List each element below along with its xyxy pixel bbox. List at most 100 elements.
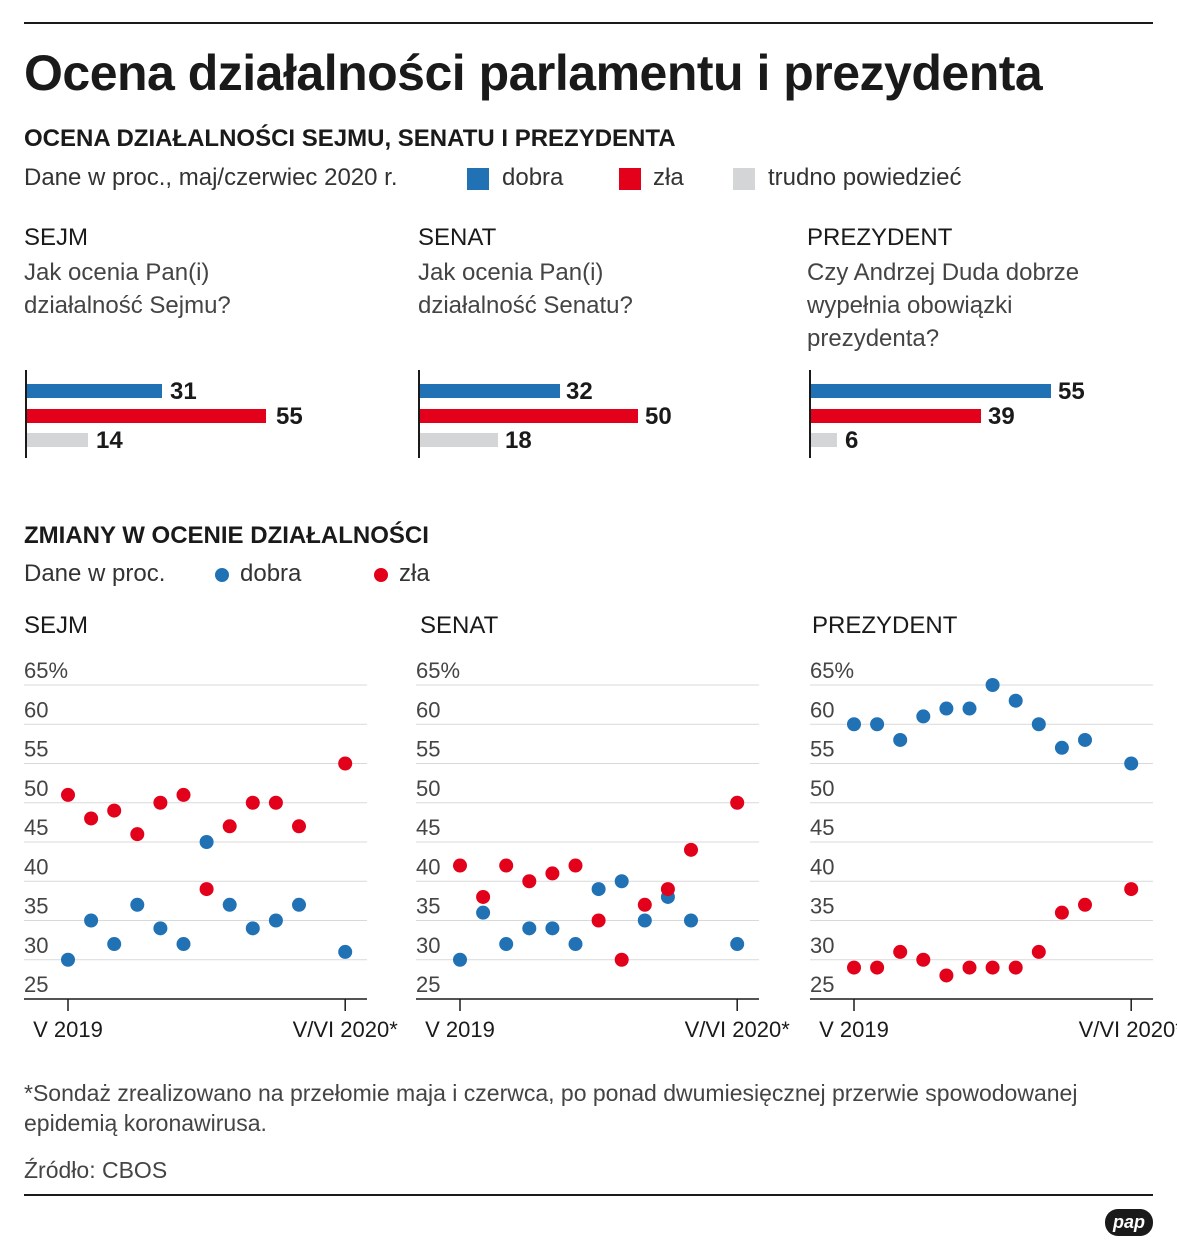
top-rule xyxy=(24,22,1153,24)
bar-value: 55 xyxy=(1058,378,1085,405)
point-dobra xyxy=(153,921,168,936)
point-dobra xyxy=(614,874,629,889)
y-tick-label: 30 xyxy=(416,933,440,958)
bar-dobra xyxy=(420,384,560,398)
point-zla xyxy=(985,960,1000,975)
point-zla xyxy=(453,858,467,873)
point-dobra xyxy=(985,678,1000,692)
point-dobra xyxy=(684,913,698,928)
point-dobra xyxy=(292,897,306,912)
point-zla xyxy=(545,866,560,881)
bottom-rule xyxy=(24,1194,1153,1196)
y-tick-label: 35 xyxy=(810,894,834,919)
bar-trudno xyxy=(811,433,837,447)
bar-trudno xyxy=(27,433,88,447)
legend-label-zla: zła xyxy=(653,164,684,191)
bar-value: 32 xyxy=(566,378,593,405)
y-tick-label: 55 xyxy=(24,737,48,762)
point-zla xyxy=(522,874,537,889)
point-dobra xyxy=(545,921,560,936)
panel-name: PREZYDENT xyxy=(807,224,953,251)
point-zla xyxy=(338,756,353,771)
point-zla xyxy=(245,795,260,810)
bar-value: 39 xyxy=(988,403,1015,430)
point-dobra xyxy=(1054,740,1069,755)
question-line: Jak ocenia Pan(i) xyxy=(24,259,210,286)
point-zla xyxy=(176,787,191,802)
x-tick-label: V 2019 xyxy=(819,1017,889,1042)
y-tick-label: 30 xyxy=(810,933,834,958)
y-tick-label: 35 xyxy=(24,894,48,919)
point-zla xyxy=(61,787,75,802)
point-zla xyxy=(660,882,675,897)
x-tick-label: V 2019 xyxy=(33,1017,103,1042)
point-dobra xyxy=(1124,756,1139,771)
legend-dot-dobra xyxy=(215,568,229,582)
point-zla xyxy=(916,952,931,967)
section1-title: OCENA DZIAŁALNOŚCI SEJMU, SENATU I PREZY… xyxy=(24,125,676,152)
bar-axis xyxy=(809,370,811,458)
point-dobra xyxy=(1008,693,1023,708)
point-dobra xyxy=(522,921,537,936)
y-tick-label: 50 xyxy=(24,776,48,801)
y-tick-label: 40 xyxy=(416,854,440,879)
point-dobra xyxy=(962,701,977,716)
panel-question: Jak ocenia Pan(i) działalność Sejmu? xyxy=(24,256,354,322)
point-dobra xyxy=(847,717,861,732)
scatter-chart-prezydent: 25 30 35 40 45 50 55 60 65% V 2019 V/VI 2020* xyxy=(810,655,1177,1055)
point-dobra xyxy=(870,717,885,732)
y-tick-label: 50 xyxy=(416,776,440,801)
question-line: działalność Sejmu? xyxy=(24,292,231,319)
y-tick-label: 45 xyxy=(24,815,48,840)
legend-swatch-trudno xyxy=(733,168,755,190)
scatter-chart-sejm: 25 30 35 40 45 50 55 60 65% V 2019 V/VI 2020* xyxy=(24,655,398,1055)
x-tick-label: V/VI 2020* xyxy=(293,1017,399,1042)
point-zla xyxy=(130,827,145,842)
y-tick-label: 65% xyxy=(416,658,460,683)
point-dobra xyxy=(730,937,745,952)
point-dobra xyxy=(939,701,954,716)
point-zla xyxy=(568,858,583,873)
y-tick-label: 40 xyxy=(810,854,834,879)
point-zla xyxy=(637,897,652,912)
legend-label-dobra: dobra xyxy=(240,560,302,587)
point-dobra xyxy=(1031,717,1046,732)
legend-label-zla: zła xyxy=(399,560,430,587)
x-tick-label: V/VI 2020* xyxy=(685,1017,791,1042)
point-zla xyxy=(292,819,306,834)
pap-logo: pap xyxy=(1105,1209,1153,1236)
point-zla xyxy=(1078,897,1092,912)
point-dobra xyxy=(245,921,260,936)
y-tick-label: 60 xyxy=(416,697,440,722)
y-tick-label: 60 xyxy=(810,697,834,722)
scatter-name-sejm: SEJM xyxy=(24,612,89,639)
question-line: Jak ocenia Pan(i) xyxy=(418,259,604,286)
point-zla xyxy=(1031,944,1046,959)
y-tick-label: 45 xyxy=(416,815,440,840)
y-tick-label: 60 xyxy=(24,697,48,722)
point-dobra xyxy=(1078,732,1092,747)
scatter-name-senat: SENAT xyxy=(420,612,499,639)
y-tick-label: 25 xyxy=(416,972,440,997)
point-zla xyxy=(153,795,168,810)
point-zla xyxy=(107,803,122,818)
question-line: działalność Senatu? xyxy=(418,292,633,319)
y-tick-label: 55 xyxy=(416,737,440,762)
y-tick-label: 25 xyxy=(24,972,48,997)
point-dobra xyxy=(130,897,145,912)
legend-swatch-dobra xyxy=(467,168,489,190)
point-dobra xyxy=(916,709,931,724)
point-zla xyxy=(268,795,283,810)
point-dobra xyxy=(499,937,514,952)
y-tick-label: 40 xyxy=(24,854,48,879)
point-dobra xyxy=(568,937,583,952)
bar-value: 31 xyxy=(170,378,197,405)
bar-dobra xyxy=(811,384,1051,398)
point-dobra xyxy=(84,913,99,928)
point-zla xyxy=(84,811,99,826)
point-dobra xyxy=(176,937,191,952)
section2-title: ZMIANY W OCENIE DZIAŁALNOŚCI xyxy=(24,522,429,549)
point-dobra xyxy=(199,835,214,849)
section2-subtitle: Dane w proc. xyxy=(24,560,166,587)
bar-trudno xyxy=(420,433,498,447)
